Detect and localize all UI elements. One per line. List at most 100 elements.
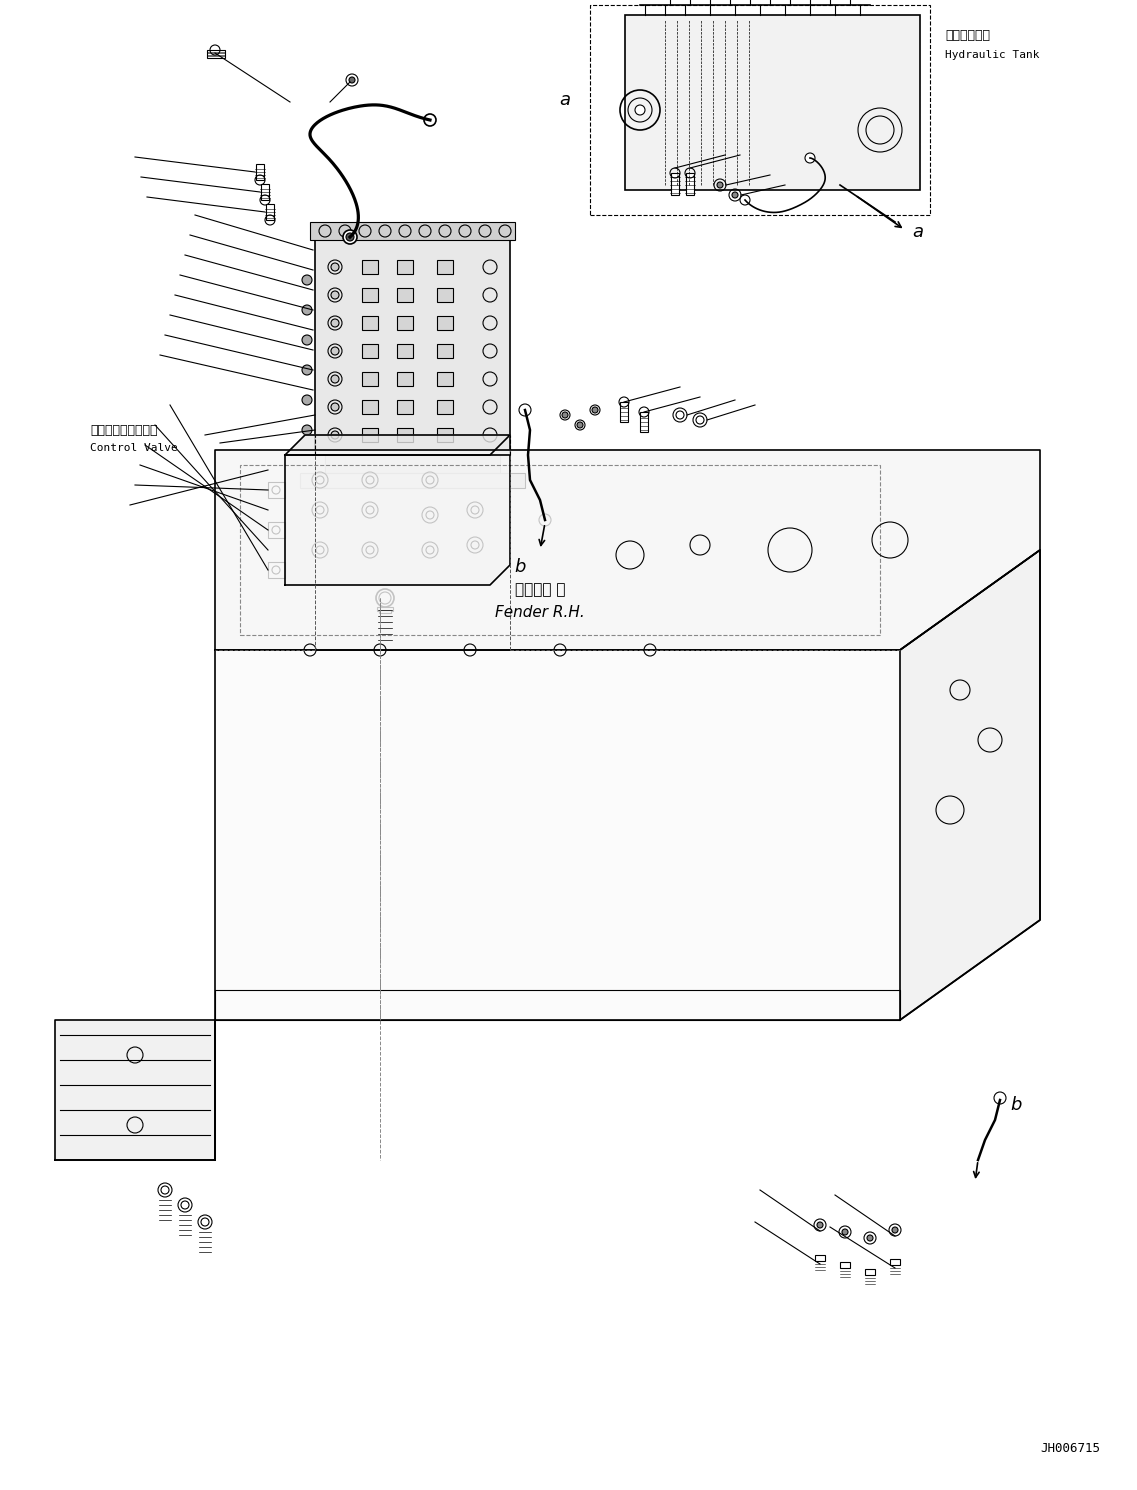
Bar — [840, 1262, 850, 1268]
Text: 作動油タンク: 作動油タンク — [945, 28, 990, 42]
Bar — [397, 428, 413, 443]
Bar — [397, 316, 413, 329]
Bar — [362, 428, 377, 443]
Polygon shape — [901, 550, 1040, 1021]
Bar — [268, 522, 285, 538]
Circle shape — [302, 335, 312, 346]
Circle shape — [302, 276, 312, 285]
Bar — [625, 15, 920, 191]
Bar — [437, 399, 453, 414]
Bar — [262, 183, 269, 200]
Circle shape — [677, 411, 684, 419]
Circle shape — [376, 589, 395, 606]
Bar — [266, 204, 274, 221]
Circle shape — [346, 232, 354, 241]
Circle shape — [576, 422, 583, 428]
Bar — [686, 173, 694, 195]
Text: b: b — [1010, 1097, 1021, 1115]
Bar — [890, 1259, 901, 1265]
Bar — [300, 472, 525, 489]
Bar — [590, 4, 930, 215]
Circle shape — [331, 264, 339, 271]
Circle shape — [539, 514, 551, 526]
Circle shape — [198, 1214, 211, 1229]
Bar — [397, 288, 413, 302]
Bar — [377, 606, 393, 611]
Circle shape — [331, 319, 339, 326]
Bar — [268, 481, 285, 498]
Text: コントロールバルブ: コントロールバルブ — [90, 423, 158, 437]
Circle shape — [158, 1183, 172, 1196]
Bar — [315, 240, 511, 454]
Bar — [620, 402, 628, 422]
Circle shape — [562, 413, 568, 419]
Circle shape — [893, 1226, 898, 1234]
Circle shape — [349, 77, 355, 83]
Bar — [379, 609, 391, 612]
Text: JH006715: JH006715 — [1040, 1442, 1099, 1456]
Bar — [437, 344, 453, 358]
Bar — [437, 372, 453, 386]
Circle shape — [302, 425, 312, 435]
Polygon shape — [285, 454, 511, 586]
Circle shape — [331, 347, 339, 355]
Bar — [362, 344, 377, 358]
Circle shape — [868, 1235, 873, 1241]
Circle shape — [843, 1229, 848, 1235]
Bar — [240, 465, 880, 635]
Bar — [397, 399, 413, 414]
Text: a: a — [559, 91, 571, 109]
Circle shape — [331, 431, 339, 440]
Bar — [671, 173, 679, 195]
Circle shape — [302, 305, 312, 314]
Bar — [397, 372, 413, 386]
Circle shape — [331, 291, 339, 299]
Text: Control Valve: Control Valve — [90, 443, 177, 453]
Circle shape — [818, 1222, 823, 1228]
Bar — [397, 259, 413, 274]
Text: Fender R.H.: Fender R.H. — [495, 605, 584, 620]
Circle shape — [634, 104, 645, 115]
Bar — [362, 288, 377, 302]
Circle shape — [717, 182, 723, 188]
Bar — [362, 316, 377, 329]
Polygon shape — [55, 1021, 215, 1161]
Circle shape — [302, 395, 312, 405]
Circle shape — [302, 365, 312, 375]
Circle shape — [518, 404, 531, 416]
Text: Hydraulic Tank: Hydraulic Tank — [945, 51, 1039, 60]
Bar — [640, 413, 648, 432]
Text: a: a — [912, 224, 923, 241]
Bar — [865, 1269, 875, 1275]
Circle shape — [331, 402, 339, 411]
Bar — [397, 344, 413, 358]
Circle shape — [424, 115, 435, 127]
Bar — [310, 222, 515, 240]
Bar — [362, 372, 377, 386]
Circle shape — [343, 229, 357, 244]
Circle shape — [592, 407, 598, 413]
Text: フェンダ 右: フェンダ 右 — [515, 583, 565, 597]
Polygon shape — [215, 450, 1040, 650]
Bar — [362, 259, 377, 274]
Bar — [325, 454, 500, 472]
Circle shape — [179, 1198, 192, 1211]
Circle shape — [805, 153, 815, 162]
Bar — [815, 1255, 825, 1261]
Bar — [362, 399, 377, 414]
Circle shape — [994, 1092, 1006, 1104]
Bar — [207, 51, 225, 58]
Polygon shape — [55, 550, 1040, 1161]
Circle shape — [331, 375, 339, 383]
Bar — [256, 164, 264, 180]
Bar — [437, 259, 453, 274]
Bar — [437, 428, 453, 443]
Circle shape — [696, 416, 704, 425]
Polygon shape — [285, 435, 511, 454]
Circle shape — [732, 192, 738, 198]
Bar — [437, 316, 453, 329]
Bar — [268, 562, 285, 578]
Bar — [437, 288, 453, 302]
Text: b: b — [514, 557, 525, 577]
Circle shape — [740, 195, 750, 206]
